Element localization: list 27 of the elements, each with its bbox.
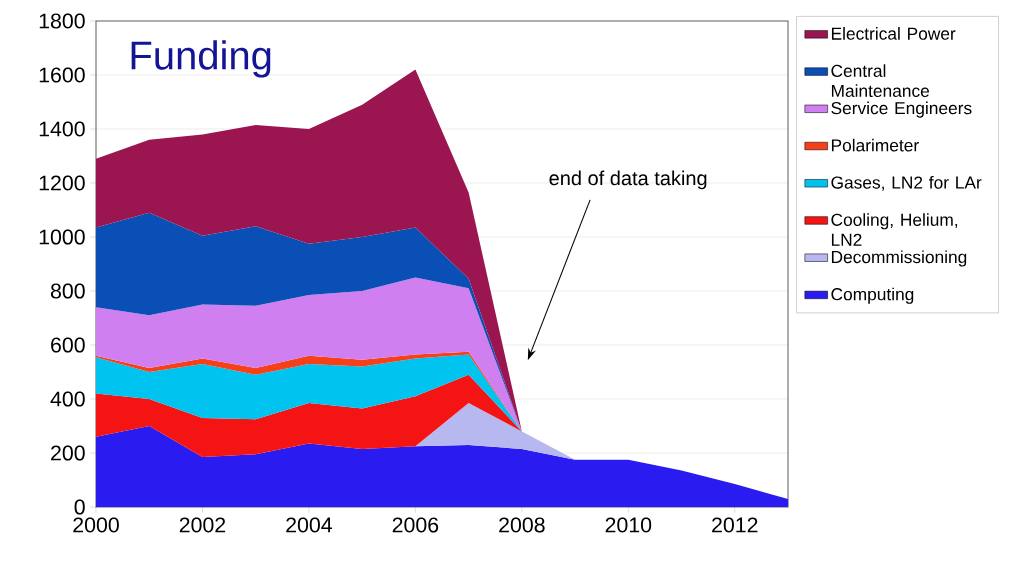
y-tick-label: 1600 [39, 67, 85, 83]
legend-label: Service Engineers [831, 101, 972, 118]
y-tick-label: 200 [51, 445, 85, 461]
y-tick-label: 1000 [39, 229, 85, 245]
x-tick-label: 2010 [605, 517, 652, 533]
y-tick-label: 1400 [39, 121, 85, 137]
x-tick-label: 2000 [73, 517, 119, 533]
legend-label: Computing [831, 287, 914, 304]
legend-label: Polarimeter [831, 138, 919, 152]
legend-label: Decommissioning [831, 250, 967, 267]
legend-label: Electrical Power [831, 27, 956, 40]
legend-label: Central Maintenance [831, 64, 929, 98]
y-tick-label: 600 [51, 337, 85, 353]
annotation: end of data taking [549, 170, 707, 190]
legend-label: Cooling, Helium, LN2 [831, 213, 958, 246]
x-tick-label: 2006 [392, 517, 439, 533]
x-tick-label: 2002 [179, 517, 226, 533]
x-tick-label: 2008 [499, 517, 545, 533]
x-tick-label: 2012 [712, 517, 758, 533]
legend-label: Gases, LN2 for LAr [831, 175, 982, 191]
x-tick-label: 2004 [286, 517, 333, 533]
chart-title: Funding [131, 40, 271, 78]
y-tick-label: 1200 [39, 175, 85, 191]
y-tick-label: 800 [50, 283, 85, 299]
y-tick-label: 1800 [39, 13, 85, 29]
y-tick-label: 0 [74, 499, 85, 515]
y-tick-label: 400 [50, 391, 85, 407]
